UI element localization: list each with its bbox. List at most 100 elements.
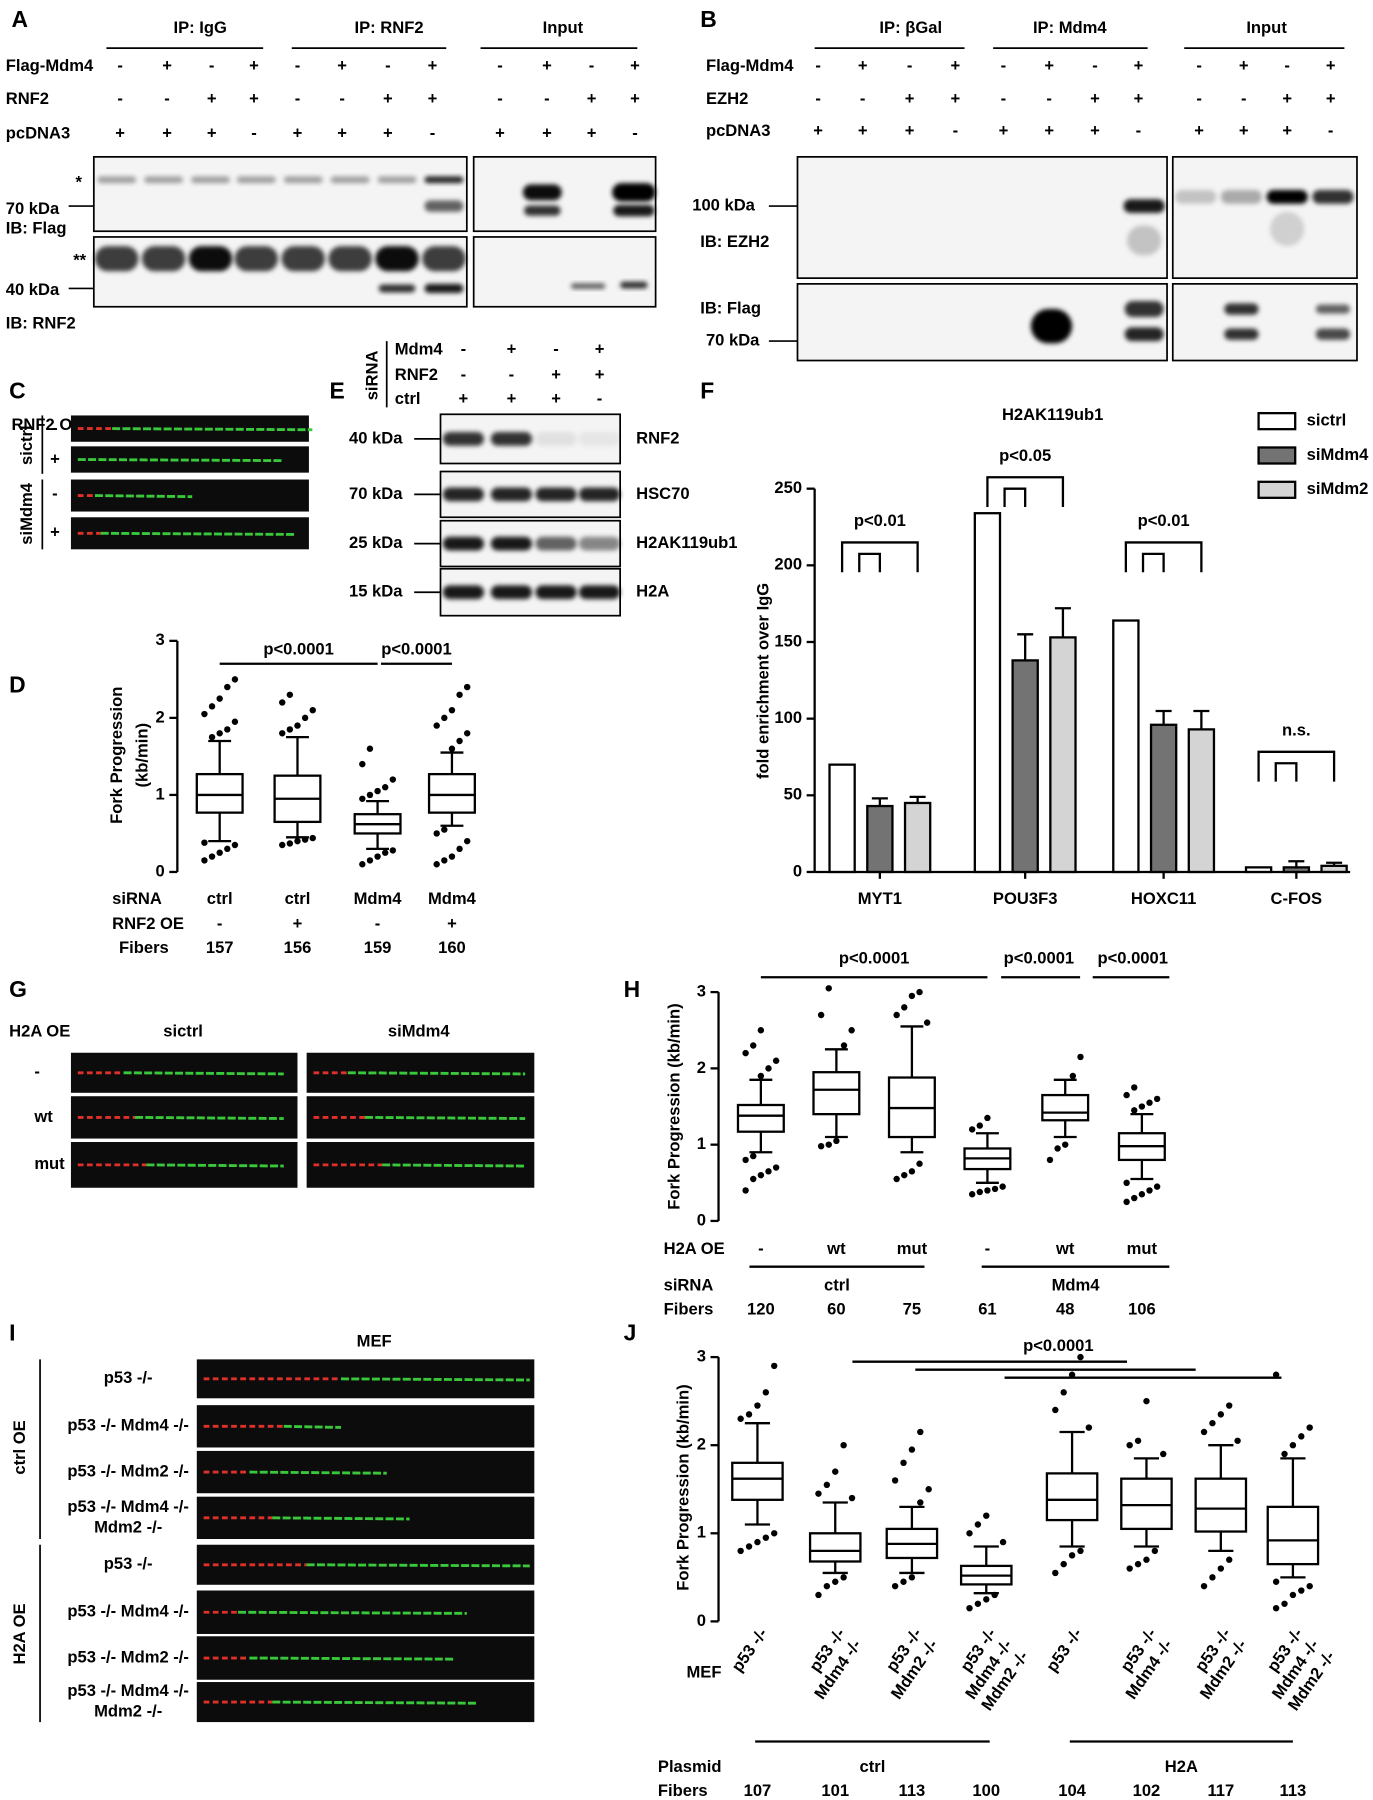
x-tick-label: 159	[364, 938, 392, 957]
blot	[1171, 156, 1358, 280]
bar	[1244, 866, 1273, 874]
outlier	[441, 714, 448, 722]
x-tick-label: 157	[206, 938, 234, 957]
micrograph	[70, 446, 309, 473]
outlier	[976, 1188, 983, 1196]
band	[578, 432, 621, 446]
outlier	[771, 1362, 778, 1370]
row-label: ctrl	[395, 389, 421, 408]
box	[427, 772, 476, 814]
outlier	[1131, 1194, 1138, 1202]
band	[1266, 190, 1308, 204]
outlier	[1052, 1569, 1059, 1577]
sign: -	[1196, 56, 1202, 75]
band	[613, 204, 655, 217]
outlier	[765, 1168, 772, 1175]
panel-letter: I	[9, 1319, 15, 1345]
x-tick-label: 102	[1133, 1781, 1161, 1800]
fiber-green	[249, 1656, 456, 1661]
band	[422, 246, 466, 272]
legend-swatch	[1257, 412, 1297, 431]
outlier	[1123, 1179, 1130, 1187]
fiber-green	[249, 1470, 387, 1475]
sign: +	[858, 121, 868, 140]
y-axis-label: Fork Progression	[107, 687, 126, 824]
significance-bracket	[986, 476, 1065, 507]
row-label: pcDNA3	[706, 121, 770, 140]
outlier	[908, 1168, 916, 1175]
sign: -	[251, 123, 257, 142]
box	[731, 1461, 784, 1501]
outlier	[917, 1499, 924, 1506]
y-tick-label: 2	[156, 707, 165, 726]
band	[1127, 225, 1162, 256]
band	[141, 246, 186, 272]
sign: -	[52, 484, 58, 503]
column-label: siMdm4	[388, 1022, 451, 1041]
row-label: Mdm2 -/-	[94, 1518, 162, 1537]
marker: 70 kDa	[706, 330, 760, 349]
outlier	[1217, 1565, 1225, 1572]
band	[578, 536, 621, 551]
x-tick-label: HOXC11	[1131, 889, 1196, 908]
sign: +	[951, 56, 961, 75]
sign: +	[1134, 89, 1144, 108]
band	[1315, 304, 1351, 314]
sign: +	[951, 89, 961, 108]
sign: +	[1194, 121, 1204, 140]
outlier	[1054, 1145, 1061, 1152]
x-tick-label: POU3F3	[993, 889, 1058, 908]
outlier	[286, 840, 294, 847]
band	[442, 536, 484, 551]
sign: -	[1001, 89, 1007, 108]
outlier	[1138, 1103, 1146, 1110]
outlier	[201, 839, 208, 846]
band	[442, 487, 484, 502]
sign: +	[595, 340, 605, 359]
outlier	[1151, 1547, 1159, 1555]
row-label: RNF2	[395, 365, 438, 384]
x-tick-label: wt	[1055, 1239, 1075, 1258]
outlier	[966, 1530, 973, 1537]
row-label: p53 -/-	[104, 1368, 153, 1387]
outlier	[231, 718, 239, 725]
group-header: IP: RNF2	[354, 18, 423, 37]
outlier	[1134, 1560, 1142, 1568]
significance-label: p<0.01	[1138, 511, 1190, 530]
outlier	[1085, 1424, 1093, 1431]
outlier	[1200, 1582, 1208, 1590]
band	[377, 176, 417, 184]
row-label: p53 -/- Mdm2 -/-	[67, 1647, 189, 1666]
outlier	[366, 791, 374, 799]
blot	[92, 156, 468, 233]
box	[1266, 1505, 1320, 1566]
bar	[1049, 636, 1077, 874]
outlier	[294, 837, 301, 845]
sign: +	[383, 123, 393, 142]
outlier	[1160, 1450, 1167, 1458]
sign: -	[597, 389, 603, 408]
x-tick-label: 113	[899, 1781, 926, 1800]
significance-label: p<0.0001	[1097, 948, 1168, 967]
band	[1224, 328, 1259, 340]
fiber-green	[272, 1516, 410, 1521]
x-tick-label: 156	[284, 938, 312, 957]
fiber-green	[94, 494, 193, 499]
outlier	[762, 1389, 770, 1396]
outlier	[925, 1486, 932, 1493]
band	[97, 176, 137, 184]
outlier	[1306, 1582, 1313, 1590]
y-tick-label: 50	[784, 785, 802, 804]
group-label: ctrl	[824, 1276, 850, 1295]
outlier	[1209, 1574, 1216, 1581]
sign: +	[595, 365, 605, 384]
sign: -	[632, 123, 638, 142]
band	[535, 487, 577, 502]
marker: 40 kDa	[349, 428, 403, 447]
sign: -	[589, 56, 595, 75]
band	[442, 585, 484, 600]
outlier	[742, 1049, 749, 1057]
outlier	[231, 676, 239, 683]
panel-title: H2A OE	[9, 1022, 70, 1041]
sign: +	[1282, 121, 1292, 140]
